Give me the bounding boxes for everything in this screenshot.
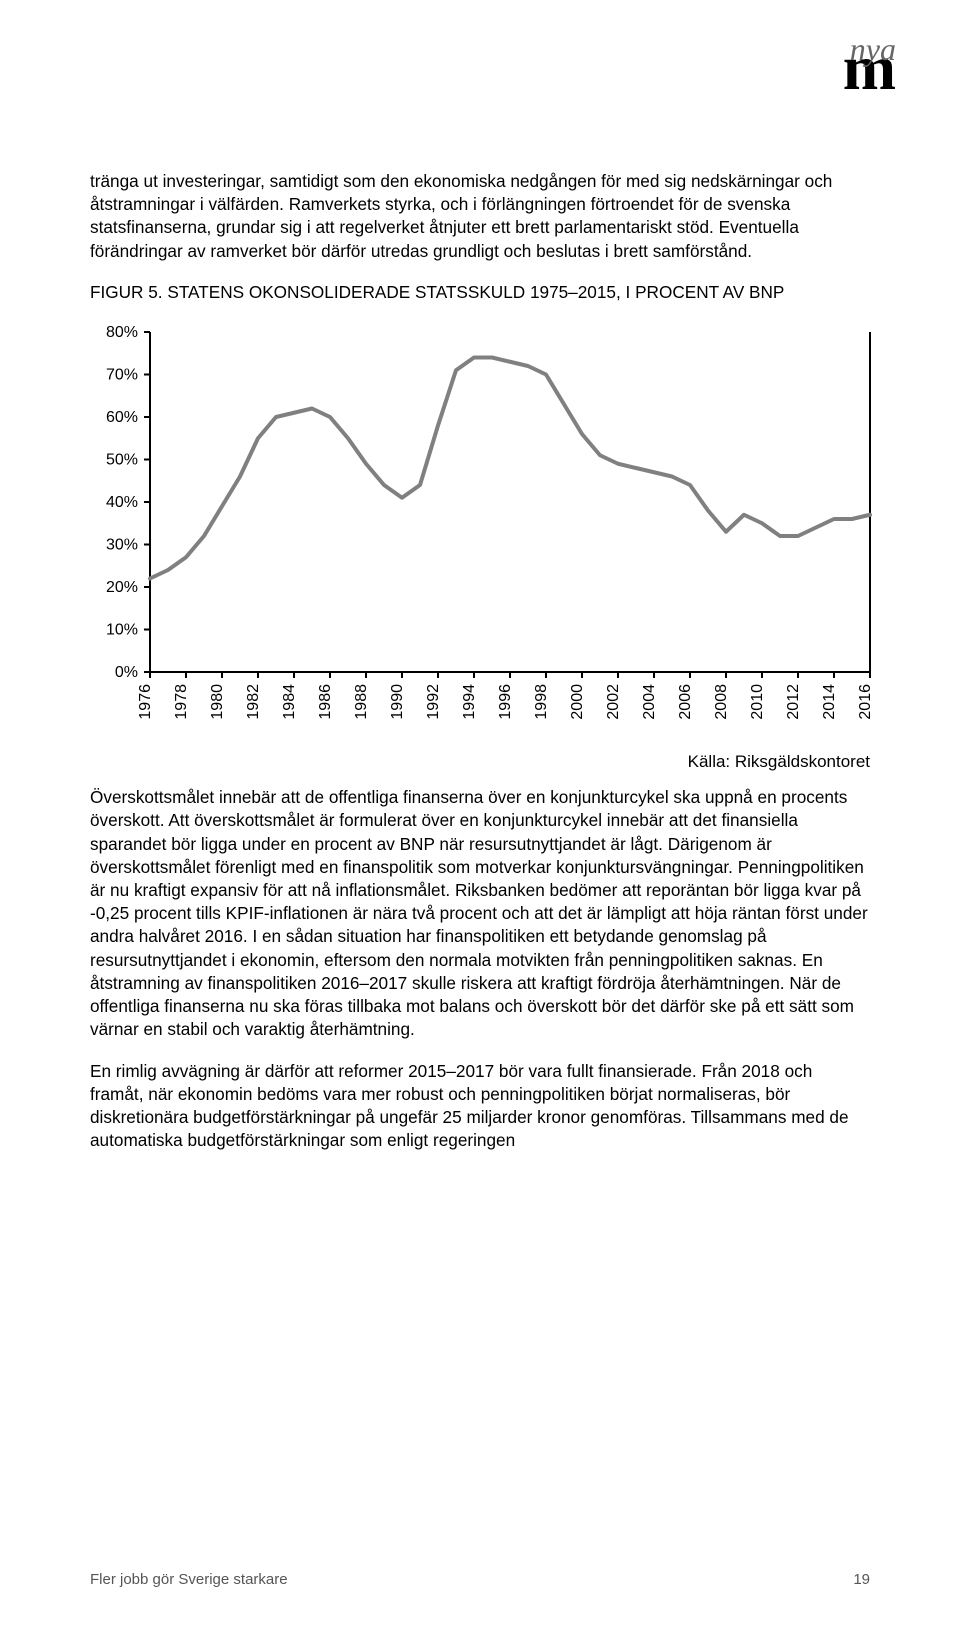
svg-text:0%: 0%: [115, 664, 138, 681]
svg-text:1982: 1982: [245, 684, 262, 720]
svg-text:1980: 1980: [209, 684, 226, 720]
svg-text:1994: 1994: [461, 684, 478, 720]
svg-text:2000: 2000: [569, 684, 586, 720]
svg-text:2006: 2006: [677, 684, 694, 720]
debt-chart: 0% 10% 20% 30% 40% 50% 60% 70% 80% 1976 1978 1980 19…: [90, 322, 870, 732]
svg-text:70%: 70%: [106, 367, 138, 384]
svg-text:2012: 2012: [785, 684, 802, 720]
footer-title: Fler jobb gör Sverige starkare: [90, 1571, 288, 1588]
page-footer: Fler jobb gör Sverige starkare 19: [90, 1571, 870, 1588]
brand-logo: nya m: [843, 30, 890, 88]
svg-text:1984: 1984: [281, 684, 298, 720]
chart-source: Källa: Riksgäldskontoret: [90, 752, 870, 772]
svg-text:2010: 2010: [749, 684, 766, 720]
page-number: 19: [853, 1571, 870, 1588]
svg-text:40%: 40%: [106, 494, 138, 511]
svg-text:20%: 20%: [106, 579, 138, 596]
svg-text:1992: 1992: [425, 684, 442, 720]
intro-paragraph: tränga ut investeringar, samtidigt som d…: [90, 170, 870, 263]
svg-text:1986: 1986: [317, 684, 334, 720]
svg-text:80%: 80%: [106, 324, 138, 341]
svg-text:2002: 2002: [605, 684, 622, 720]
svg-text:2004: 2004: [641, 684, 658, 720]
svg-text:2014: 2014: [821, 684, 838, 720]
svg-text:2016: 2016: [857, 684, 874, 720]
analysis-paragraph-2: En rimlig avvägning är därför att reform…: [90, 1060, 870, 1153]
svg-text:50%: 50%: [106, 452, 138, 469]
svg-text:30%: 30%: [106, 537, 138, 554]
svg-text:1990: 1990: [389, 684, 406, 720]
svg-text:60%: 60%: [106, 409, 138, 426]
svg-text:10%: 10%: [106, 622, 138, 639]
svg-text:1976: 1976: [137, 684, 154, 720]
svg-text:1996: 1996: [497, 684, 514, 720]
debt-line-chart-svg: 0% 10% 20% 30% 40% 50% 60% 70% 80% 1976 1978 1980 19…: [90, 322, 880, 732]
svg-text:2008: 2008: [713, 684, 730, 720]
svg-text:1978: 1978: [173, 684, 190, 720]
logo-script-text: nya: [849, 40, 896, 59]
figure-caption: FIGUR 5. STATENS OKONSOLIDERADE STATSSKU…: [90, 281, 870, 304]
svg-text:1998: 1998: [533, 684, 550, 720]
svg-text:1988: 1988: [353, 684, 370, 720]
analysis-paragraph-1: Överskottsmålet innebär att de offentlig…: [90, 786, 870, 1041]
